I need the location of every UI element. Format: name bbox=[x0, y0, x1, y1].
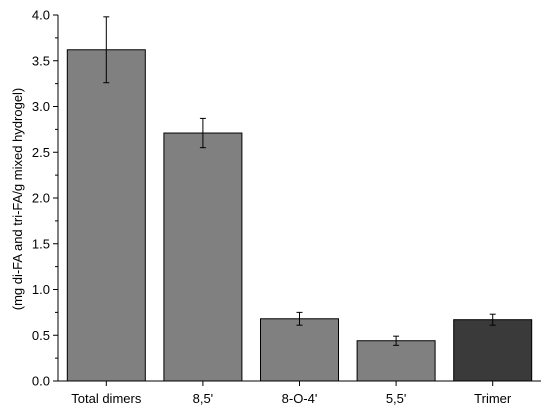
y-ticks-group: 0.0 0.5 1.0 1.5 2.0 2.5 3.0 3.5 4.0 bbox=[32, 8, 58, 389]
bar bbox=[260, 318, 339, 382]
x-tick-label: 5,5' bbox=[386, 391, 407, 406]
bar bbox=[356, 340, 436, 382]
bars-group bbox=[66, 49, 533, 382]
x-tick-label: Total dimers bbox=[71, 391, 142, 406]
x-ticks-group: Total dimers 8,5' 8-O-4' 5,5' Trimer bbox=[71, 381, 512, 406]
y-tick-label: 0.5 bbox=[32, 328, 50, 343]
y-axis-title: (mg di-FA and tri-FA/g mixed hydrogel) bbox=[10, 88, 25, 311]
y-tick-label: 1.0 bbox=[32, 282, 50, 297]
y-tick-label: 1.5 bbox=[32, 236, 50, 251]
bar bbox=[453, 319, 533, 382]
y-tick-label: 4.0 bbox=[32, 8, 50, 23]
y-tick-label: 3.0 bbox=[32, 99, 50, 114]
x-tick-label: Trimer bbox=[474, 391, 512, 406]
y-tick-label: 0.0 bbox=[32, 374, 50, 389]
y-tick-label: 2.5 bbox=[32, 145, 50, 160]
x-tick-label: 8,5' bbox=[193, 391, 214, 406]
x-tick-label: 8-O-4' bbox=[282, 391, 318, 406]
error-bars-group bbox=[103, 16, 496, 346]
bar bbox=[163, 132, 243, 382]
y-tick-label: 3.5 bbox=[32, 53, 50, 68]
y-tick-label: 2.0 bbox=[32, 191, 50, 206]
bar bbox=[66, 49, 146, 382]
